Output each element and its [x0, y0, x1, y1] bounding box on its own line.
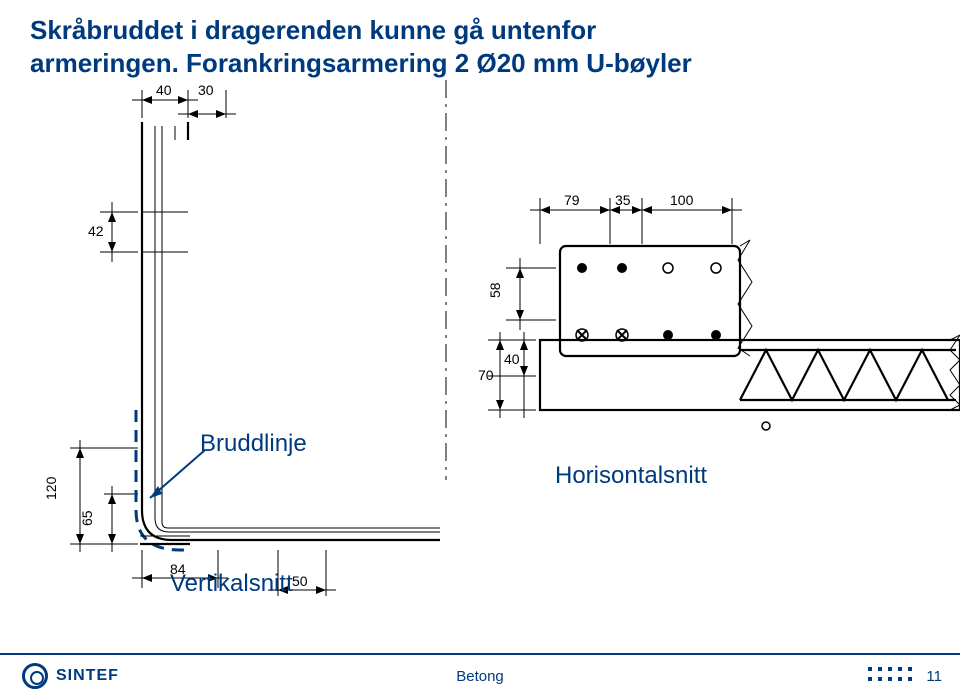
footer-dots-icon — [868, 667, 914, 683]
brand-logo: SINTEF — [22, 663, 119, 689]
dim-65: 65 — [79, 510, 95, 526]
brand-name: SINTEF — [56, 667, 119, 685]
dim-50: 50 — [292, 573, 308, 589]
dim-120: 120 — [43, 476, 59, 500]
logo-icon — [22, 663, 48, 689]
label-horisontalsnitt: Horisontalsnitt — [555, 462, 707, 490]
page-number: 11 — [926, 668, 942, 685]
dim-100: 100 — [670, 192, 694, 208]
title-line-1: Skråbruddet i dragerenden kunne gå unten… — [30, 15, 596, 45]
diagram-area: 40 30 42 — [0, 80, 960, 610]
horizontal-section: 79 35 100 — [470, 190, 960, 490]
dim-35: 35 — [615, 192, 631, 208]
dim-58: 58 — [487, 282, 503, 298]
centerline — [444, 80, 448, 480]
title-line-2: armeringen. Forankringsarmering 2 Ø20 mm… — [30, 48, 692, 78]
vertical-section: 40 30 42 — [40, 80, 470, 600]
dim-42: 42 — [88, 223, 104, 239]
dim-70: 70 — [478, 367, 494, 383]
label-vertikalsnitt: Vertikalsnitt — [170, 570, 293, 598]
footer-category: Betong — [456, 668, 504, 685]
page-title: Skråbruddet i dragerenden kunne gå unten… — [30, 14, 930, 79]
slide: Skråbruddet i dragerenden kunne gå unten… — [0, 0, 960, 693]
dim-30-top: 30 — [198, 82, 214, 98]
dim-79: 79 — [564, 192, 580, 208]
label-bruddlinje: Bruddlinje — [200, 430, 307, 458]
footer: SINTEF Betong 11 — [0, 653, 960, 693]
dim-40-top: 40 — [156, 82, 172, 98]
dim-40-h: 40 — [504, 351, 520, 367]
